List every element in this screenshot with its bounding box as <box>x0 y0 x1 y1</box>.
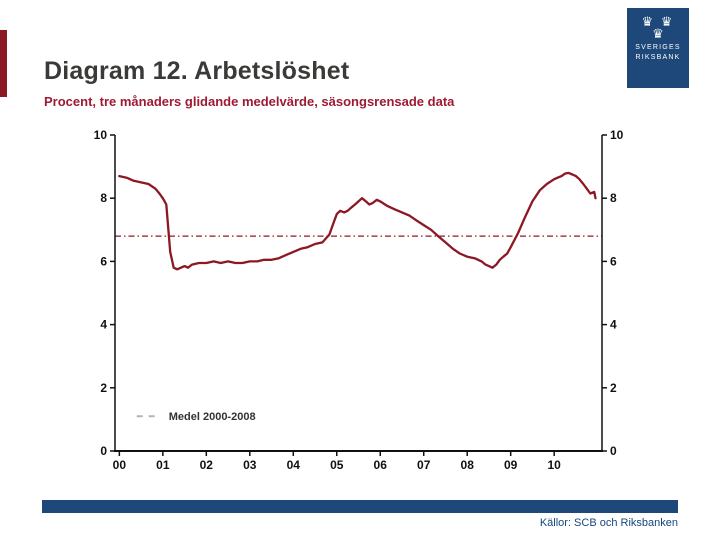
svg-text:8: 8 <box>100 191 107 205</box>
crown-icon-bottom: ♛ <box>652 26 664 41</box>
svg-text:05: 05 <box>330 458 344 472</box>
chart-subtitle: Procent, tre månaders glidande medelvärd… <box>44 94 455 109</box>
svg-text:04: 04 <box>287 458 301 472</box>
logo-text-line1: SVERIGES <box>635 44 681 51</box>
svg-text:10: 10 <box>610 128 624 142</box>
svg-text:2: 2 <box>100 381 107 395</box>
svg-text:10: 10 <box>547 458 561 472</box>
svg-text:6: 6 <box>610 254 617 268</box>
svg-text:2: 2 <box>610 381 617 395</box>
svg-text:07: 07 <box>417 458 431 472</box>
logo-text: SVERIGES RIKSBANK <box>635 43 680 63</box>
svg-text:08: 08 <box>461 458 475 472</box>
svg-text:0: 0 <box>100 444 107 458</box>
chart-area: 0 0 2 2 4 4 6 6 8 8 10 10 00 01 02 03 04 05 06 07 08 09 10 Mede… <box>85 123 630 481</box>
riksbank-logo: ♛ ♛ ♛ SVERIGES RIKSBANK <box>627 8 689 88</box>
svg-text:0: 0 <box>610 444 617 458</box>
svg-text:06: 06 <box>374 458 388 472</box>
page-title: Diagram 12. Arbetslöshet <box>44 57 350 85</box>
svg-text:00: 00 <box>113 458 127 472</box>
svg-text:Medel 2000-2008: Medel 2000-2008 <box>169 411 256 423</box>
accent-bar <box>0 30 7 97</box>
logo-text-line2: RIKSBANK <box>635 53 681 61</box>
svg-text:4: 4 <box>610 318 617 332</box>
svg-text:02: 02 <box>200 458 214 472</box>
svg-text:8: 8 <box>610 191 617 205</box>
svg-text:09: 09 <box>504 458 518 472</box>
svg-text:01: 01 <box>156 458 170 472</box>
svg-text:6: 6 <box>100 254 107 268</box>
svg-text:10: 10 <box>94 128 108 142</box>
source-note: Källor: SCB och Riksbanken <box>539 517 678 529</box>
svg-text:03: 03 <box>243 458 257 472</box>
footer-bar <box>42 500 678 513</box>
svg-text:4: 4 <box>100 318 107 332</box>
crown-icons-top: ♛ ♛ <box>641 14 675 29</box>
